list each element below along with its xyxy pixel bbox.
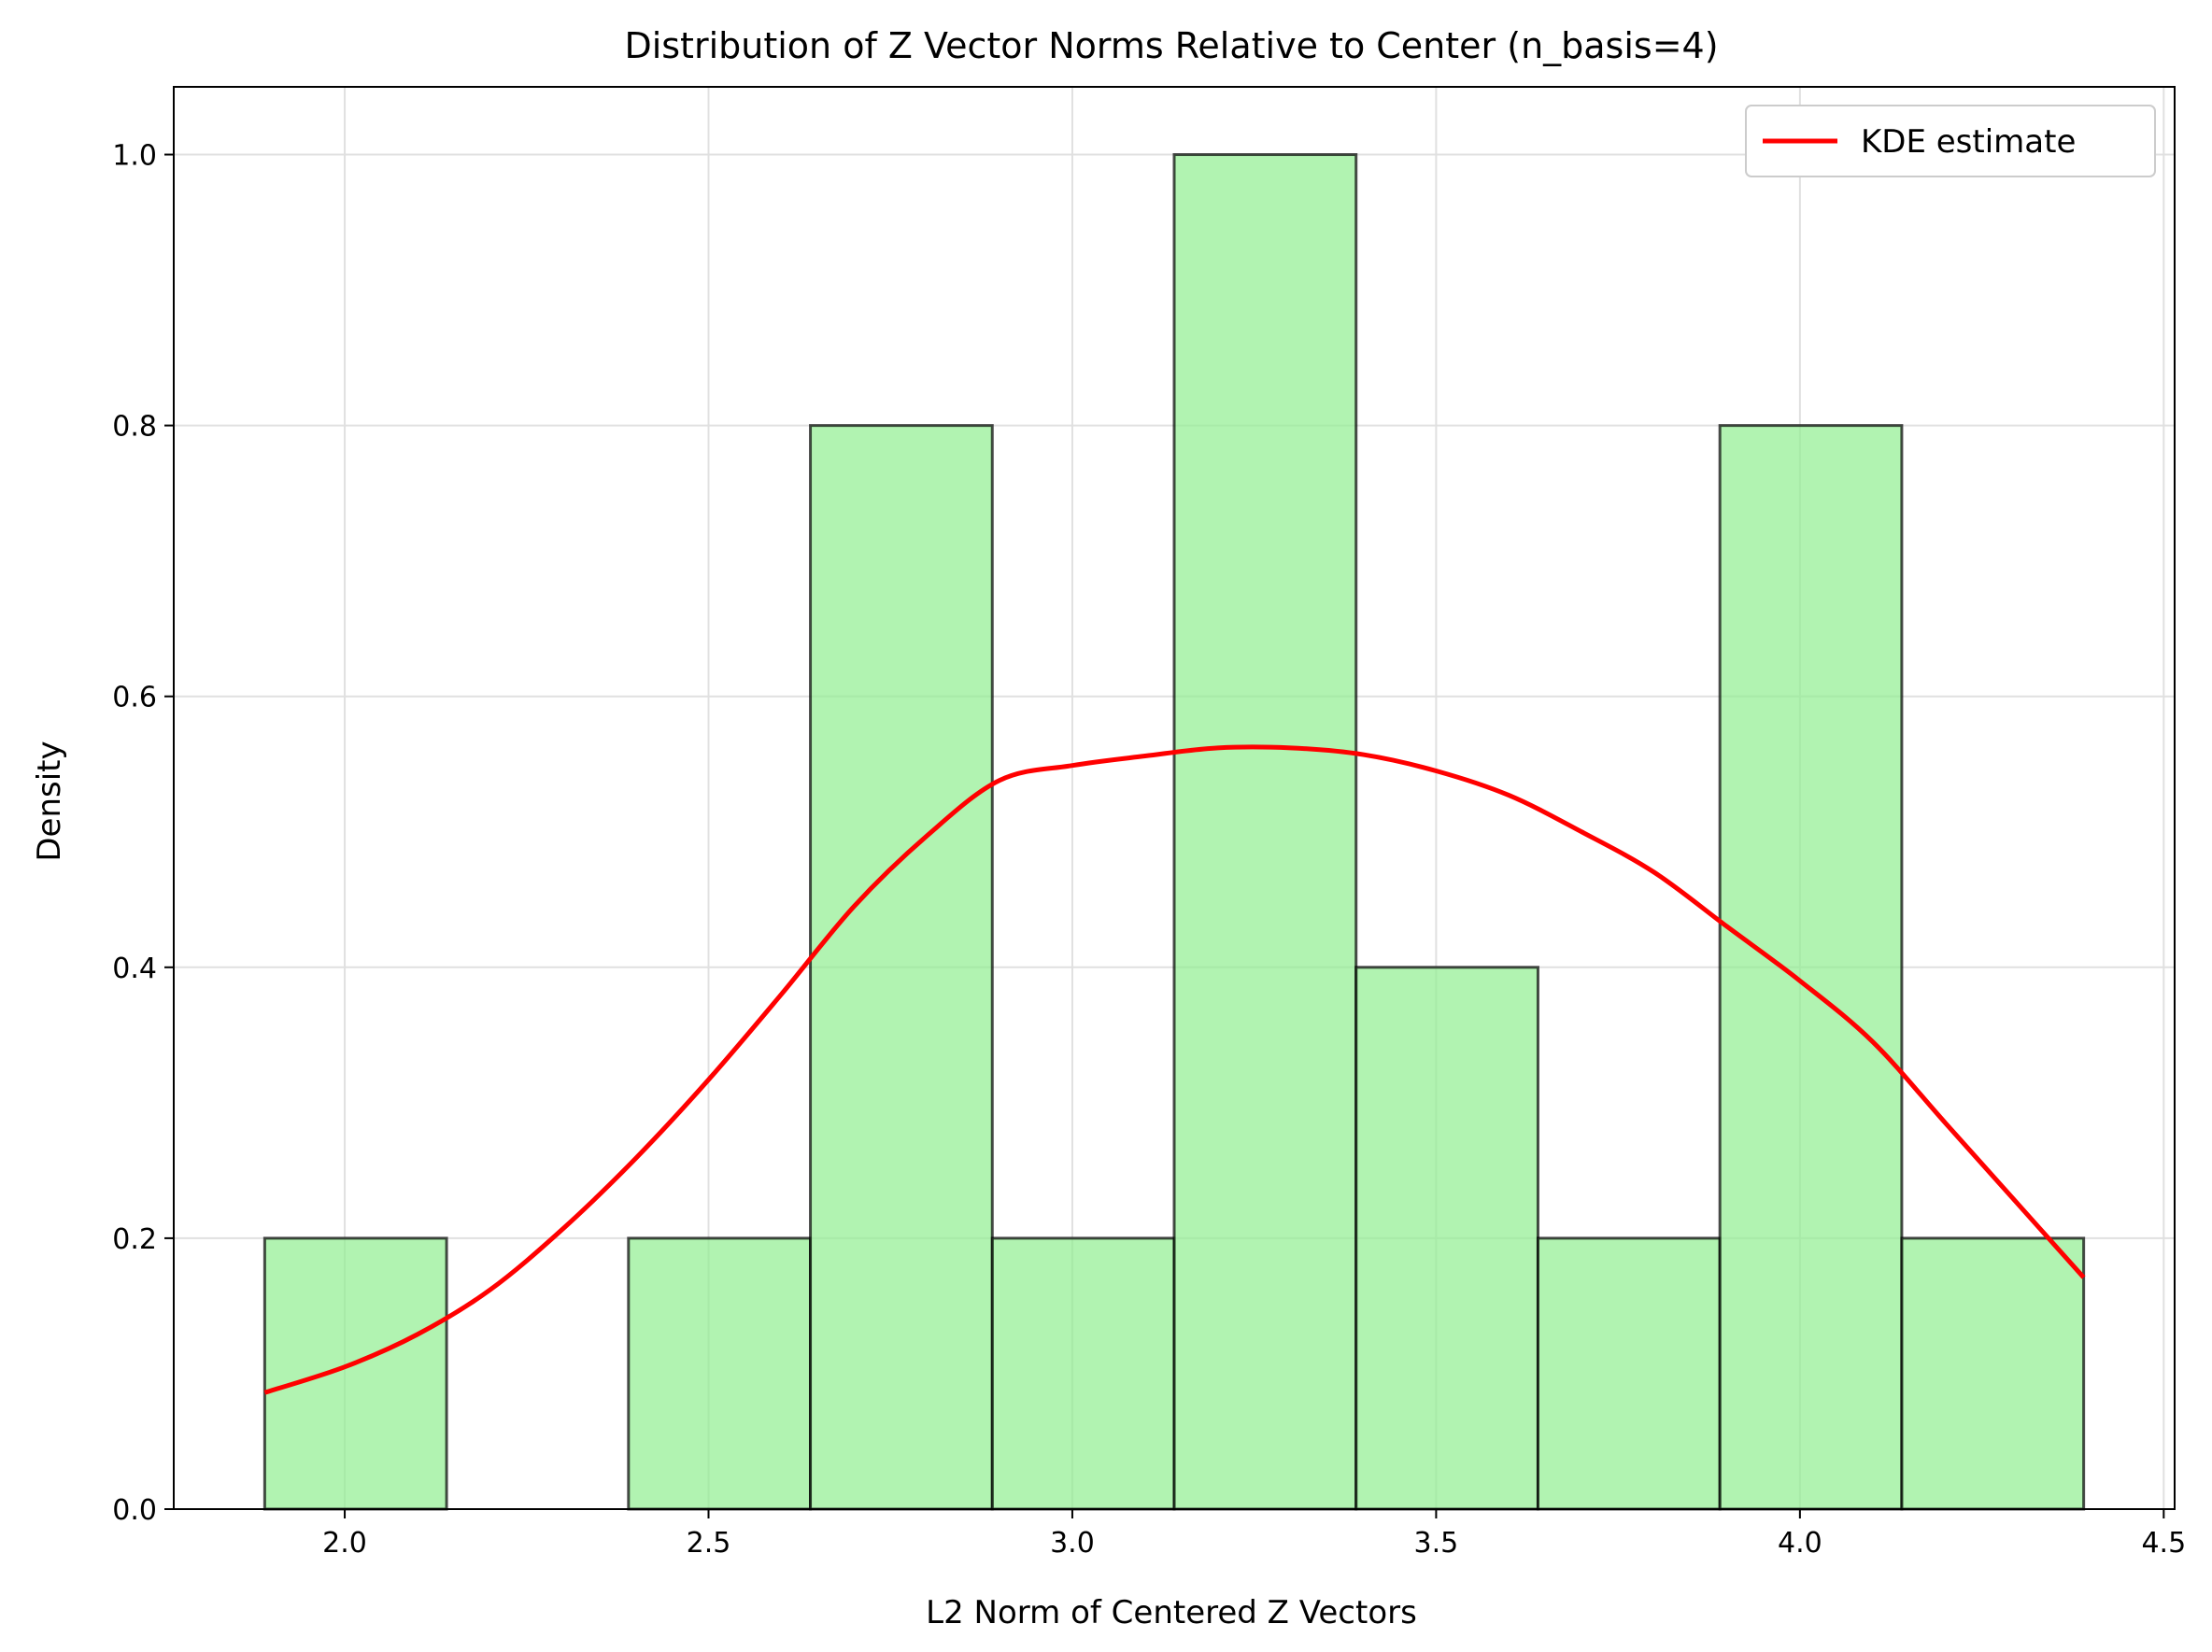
legend-kde-label: KDE estimate (1861, 123, 2076, 161)
y-tick-label: 0.0 (112, 1494, 157, 1527)
histogram-bar (1354, 966, 1539, 1511)
histogram-bar (1172, 153, 1358, 1511)
x-tick-label: 4.5 (2141, 1527, 2186, 1560)
x-tick-label: 2.0 (322, 1527, 367, 1560)
legend-box (1745, 105, 2156, 177)
y-axis-ticks: 0.0 0.2 0.4 0.6 0.8 1.0 (112, 140, 174, 1527)
plot-frame (173, 86, 2176, 1510)
kde-line (263, 744, 2086, 1395)
x-axis-label: L2 Norm of Centered Z Vectors (926, 1594, 1417, 1631)
histogram-bar (1536, 1236, 1722, 1511)
histogram-bar (262, 1236, 448, 1511)
histogram-bar (1900, 1236, 2086, 1511)
legend: KDE estimate (1745, 105, 2156, 177)
kde-series (263, 744, 2086, 1395)
histogram-bar (990, 1236, 1176, 1511)
y-tick-label: 0.2 (112, 1223, 157, 1256)
x-tick-label: 4.0 (1778, 1527, 1822, 1560)
chart-title: Distribution of Z Vector Norms Relative … (624, 25, 1718, 66)
histogram-bars (262, 153, 2086, 1511)
y-axis-label: Density (31, 741, 68, 861)
x-tick-label: 2.5 (687, 1527, 731, 1560)
y-tick-label: 1.0 (112, 140, 157, 173)
histogram-bar (627, 1236, 813, 1511)
histogram-bar (809, 424, 994, 1511)
x-tick-label: 3.5 (1414, 1527, 1459, 1560)
x-tick-label: 3.0 (1050, 1527, 1095, 1560)
y-tick-label: 0.4 (112, 953, 157, 985)
y-tick-label: 0.8 (112, 411, 157, 444)
y-tick-label: 0.6 (112, 682, 157, 714)
histogram-bar (1718, 424, 1904, 1511)
x-axis-ticks: 2.0 2.5 3.0 3.5 4.0 4.5 (322, 1509, 2186, 1560)
